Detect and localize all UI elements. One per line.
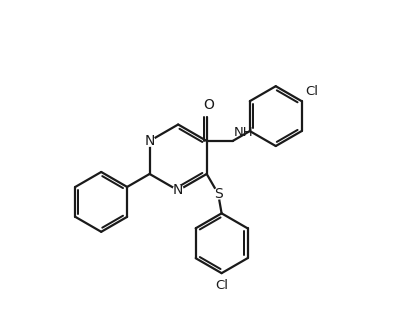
Circle shape <box>213 189 223 199</box>
Text: Cl: Cl <box>305 85 318 98</box>
Text: S: S <box>214 187 223 201</box>
Text: N: N <box>145 134 155 148</box>
Circle shape <box>173 185 183 196</box>
Text: Cl: Cl <box>215 279 228 292</box>
Text: O: O <box>203 98 214 112</box>
Circle shape <box>145 136 155 146</box>
Text: NH: NH <box>234 126 254 139</box>
Text: N: N <box>173 183 183 197</box>
